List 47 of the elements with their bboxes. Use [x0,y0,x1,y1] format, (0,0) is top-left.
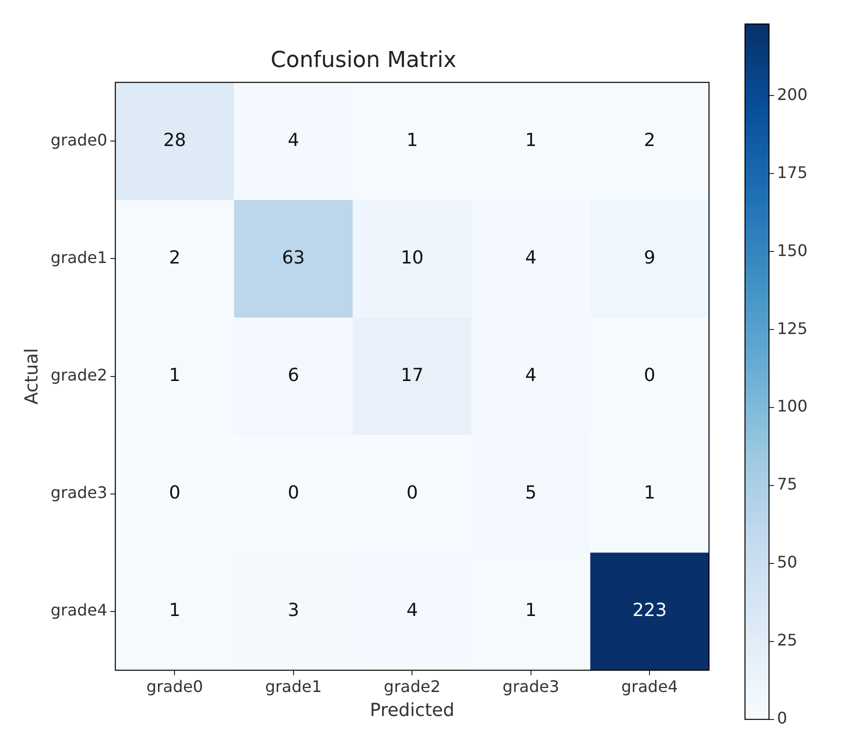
data-label: 0 [406,482,418,504]
data-label: 9 [644,247,656,268]
x-tick-label: grade0 [146,676,204,696]
data-label: 1 [525,130,537,151]
y-tick-label: grade3 [50,483,108,502]
data-label: 0 [644,364,656,386]
data-label: 10 [400,247,424,268]
color-bar-label: 100 [777,396,808,416]
y-tick-label: grade4 [50,600,108,620]
data-label: 223 [632,600,667,622]
data-label: 1 [644,482,656,504]
data-label: 1 [406,130,418,151]
data-label: 1 [525,600,537,622]
x-tick-label: grade2 [384,676,441,696]
color-bar-label: 50 [777,552,798,572]
y-tick-label: grade2 [50,365,108,384]
x-tick-label: grade1 [265,676,322,696]
chart-title: Confusion Matrix [270,48,456,73]
data-label: 2 [644,130,656,151]
color-bar-label: 200 [777,84,808,104]
data-label: 5 [525,482,537,504]
x-tick-label: grade4 [621,676,678,696]
data-label: 6 [288,364,300,386]
data-label: 17 [400,364,424,386]
data-label: 4 [406,600,418,622]
data-label: 4 [525,364,537,386]
y-tick-label: grade1 [50,248,108,267]
x-tick-label: grade3 [502,676,560,696]
color-bar-label: 175 [777,162,808,182]
y-tick-label: grade0 [50,130,108,150]
y-axis-title: Actual [21,348,42,404]
data-label: 0 [168,482,180,504]
color-bar-label: 125 [777,318,808,338]
data-label: 4 [525,247,537,268]
data-label: 28 [163,130,186,151]
color-bar-label: 25 [777,630,798,650]
data-label: 63 [282,247,305,268]
data-label: 0 [288,482,300,504]
data-label: 1 [168,600,180,622]
x-axis-title: Predicted [370,700,454,721]
data-label: 4 [288,130,300,151]
data-label: 3 [288,600,300,622]
data-label: 1 [168,364,180,386]
data-label: 2 [168,247,180,268]
color-bar-label: 75 [777,474,798,494]
color-bar-label: 150 [777,240,808,260]
color-bar-label: 0 [777,708,788,728]
